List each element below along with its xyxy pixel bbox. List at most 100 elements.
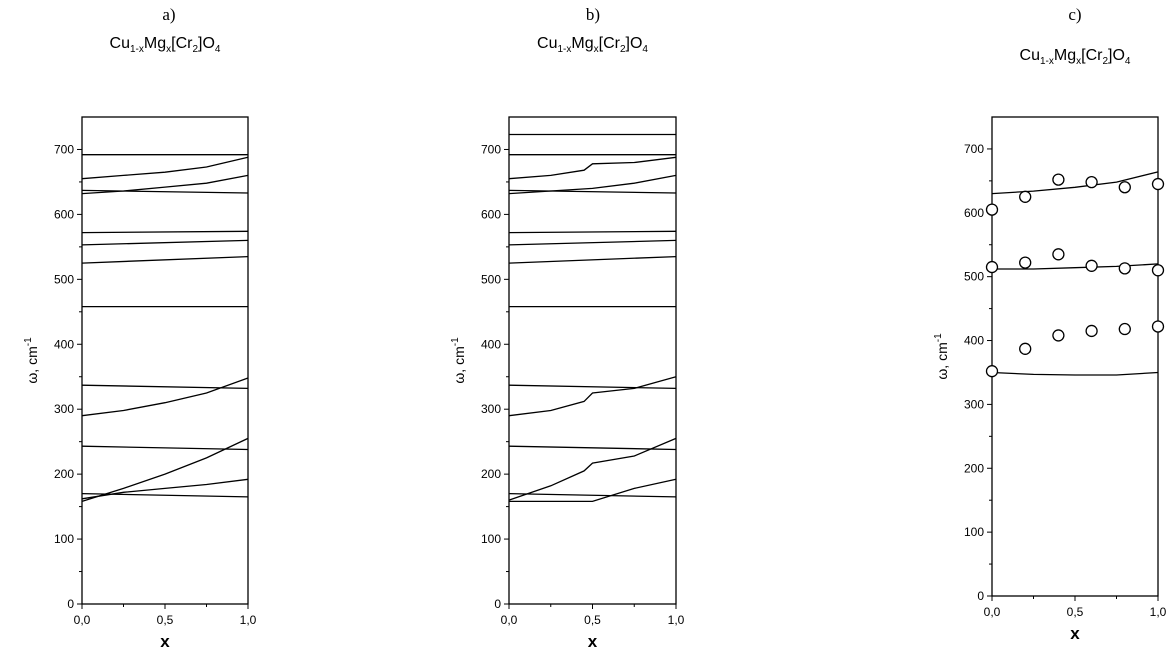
panel-title-part: Cu [1020, 47, 1040, 64]
data-point-5 [1118, 181, 1131, 194]
data-point-15 [1052, 329, 1065, 342]
data-point-7 [985, 260, 999, 274]
y-axis-label: ω, cm-1 [450, 337, 467, 384]
x-tick-label: 0,5 [1067, 605, 1084, 619]
series-line-7 [81, 255, 249, 264]
series-line-5 [81, 230, 249, 234]
y-tick-label: 100 [481, 532, 501, 546]
panel-title-part: Mg [571, 35, 593, 52]
panel-title-part: Cu [110, 35, 130, 52]
series-line-10 [81, 377, 249, 417]
data-point-2 [1019, 190, 1032, 203]
y-tick-label: 100 [964, 525, 984, 539]
panel-title-part: 1-x [1040, 56, 1054, 67]
series-line-15 [508, 492, 677, 498]
data-point-10 [1085, 259, 1098, 272]
series-line-3 [508, 156, 677, 180]
panel-title-part: 1-x [557, 44, 571, 55]
y-tick-label: 300 [54, 402, 74, 416]
x-tick-label: 0,0 [984, 605, 1001, 619]
panel-title-part: x [1076, 56, 1081, 67]
y-tick-label: 400 [481, 337, 501, 351]
series-line-4 [508, 174, 677, 195]
series-line-7 [508, 239, 677, 246]
y-tick-label: 500 [481, 272, 501, 286]
panel-title-part: [Cr [1081, 47, 1103, 64]
series-line-11 [81, 445, 249, 451]
data-point-11 [1118, 262, 1131, 275]
x-tick-label: 0,5 [157, 613, 174, 627]
series-line-3 [991, 371, 1159, 376]
panel-title-part: Mg [144, 35, 166, 52]
panel-title-part: [Cr [599, 35, 621, 52]
y-tick-label: 0 [67, 597, 74, 611]
panel-title-part: Mg [1054, 47, 1076, 64]
y-tick-label: 400 [54, 337, 74, 351]
panel-title-part: 2 [620, 44, 626, 55]
x-axis-label: x [1070, 624, 1080, 643]
data-point-14 [1019, 342, 1032, 355]
panel-letter: a) [162, 5, 175, 24]
data-point-17 [1118, 322, 1131, 336]
data-point-9 [1052, 248, 1065, 261]
chart-panel-c: c)Cu1-xMgx[Cr2]O401002003004005006007000… [933, 5, 1167, 643]
y-tick-label: 300 [481, 402, 501, 416]
series-line-10 [508, 384, 677, 390]
panel-title: Cu1-xMgx[Cr2]O4 [537, 35, 648, 55]
series-line-3 [81, 174, 249, 195]
panel-title-part: 4 [642, 44, 648, 55]
panel-title-part: Cu [537, 35, 557, 52]
data-point-18 [1151, 320, 1165, 333]
series-line-12 [508, 445, 677, 451]
y-axis-label: ω, cm-1 [23, 337, 40, 384]
y-axis-label: ω, cm-1 [933, 333, 950, 380]
data-point-13 [985, 365, 999, 378]
panel-title-part: 2 [1102, 56, 1108, 67]
panel-title-part: [Cr [171, 35, 193, 52]
series-line-14 [81, 492, 249, 498]
x-tick-label: 1,0 [240, 613, 257, 627]
series-line-4 [81, 189, 249, 194]
panel-title: Cu1-xMgx[Cr2]O4 [110, 35, 221, 55]
x-axis-label: x [588, 632, 598, 651]
panel-title-part: 4 [1125, 56, 1131, 67]
panel-title-part: ]O [198, 35, 215, 52]
data-point-8 [1019, 256, 1032, 269]
y-tick-label: 200 [54, 467, 74, 481]
x-tick-label: 0,0 [74, 613, 91, 627]
panel-title-part: x [166, 44, 171, 55]
series-line-2 [81, 156, 249, 180]
data-point-3 [1052, 173, 1065, 186]
y-tick-label: 700 [481, 142, 501, 156]
plot-frame [991, 116, 1159, 597]
series-line-1 [991, 171, 1159, 195]
data-point-12 [1151, 264, 1165, 277]
y-tick-label: 600 [54, 207, 74, 221]
x-tick-label: 0,0 [501, 613, 518, 627]
x-tick-label: 1,0 [668, 613, 685, 627]
series-line-6 [508, 230, 677, 234]
series-line-11 [508, 376, 677, 417]
panel-title-part: ]O [1108, 47, 1125, 64]
panel-title-part: 2 [192, 44, 198, 55]
data-point-1 [985, 203, 999, 216]
plot-frame [508, 116, 677, 605]
panel-title-part: 4 [215, 44, 221, 55]
series-line-13 [508, 437, 677, 501]
data-point-16 [1085, 324, 1098, 338]
data-point-4 [1085, 175, 1098, 189]
y-tick-label: 300 [964, 397, 984, 411]
panel-title-part: 1-x [130, 44, 144, 55]
series-line-14 [509, 478, 677, 503]
plot-frame [81, 116, 249, 605]
y-tick-label: 700 [964, 142, 984, 156]
y-tick-label: 0 [977, 589, 984, 603]
panel-letter: b) [586, 5, 600, 24]
y-tick-label: 200 [481, 467, 501, 481]
panel-title-part: x [594, 44, 599, 55]
y-tick-label: 400 [964, 334, 984, 348]
chart-panel-a: a)Cu1-xMgx[Cr2]O401002003004005006007000… [23, 5, 257, 651]
series-line-5 [508, 189, 677, 194]
series-line-12 [81, 437, 249, 503]
